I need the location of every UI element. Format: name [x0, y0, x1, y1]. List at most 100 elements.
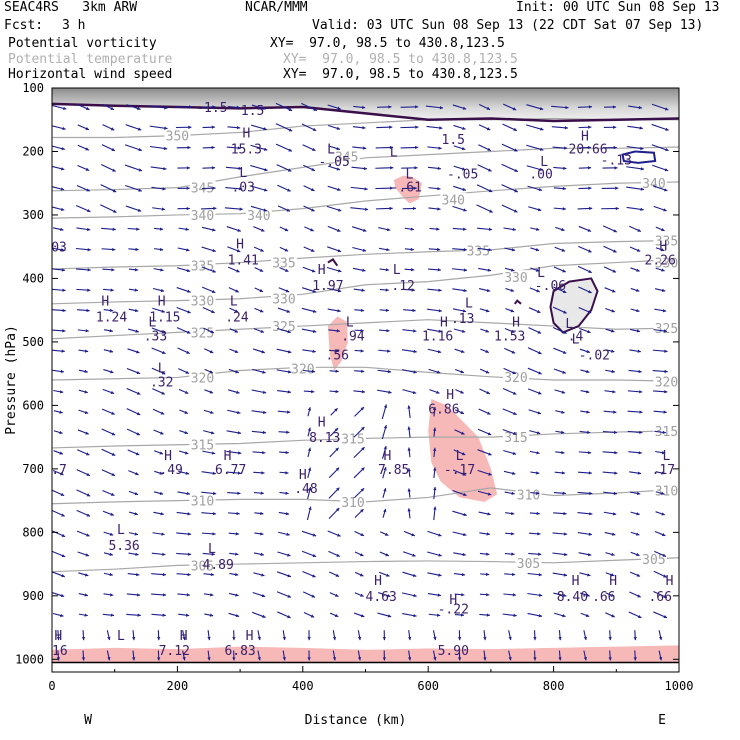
wind-vector-head: [613, 249, 617, 253]
wind-vector-head: [385, 288, 389, 292]
wind-vector-head: [60, 167, 65, 171]
wind-vector-head: [558, 657, 562, 661]
wind-vector-head: [562, 614, 566, 618]
pv-extremum-H: H: [242, 126, 250, 141]
wind-vector-head: [210, 593, 214, 597]
wind-vector-head: [361, 426, 365, 431]
wind-vector-head: [61, 554, 66, 558]
wind-vector-head: [138, 147, 142, 152]
y-tick-label: 600: [22, 398, 44, 412]
wind-vector-head: [665, 147, 669, 152]
wind-vector-head: [487, 147, 491, 151]
x-tick-label: 800: [543, 679, 565, 693]
wind-vector-head: [212, 471, 216, 475]
pv-value-label: .94: [341, 330, 365, 345]
wind-vector-head: [487, 512, 491, 516]
pv-extremum-L: L: [148, 316, 156, 331]
wind-vector-head: [161, 309, 165, 313]
wind-vector-head: [212, 248, 216, 253]
wind-vector-head: [364, 207, 369, 211]
wind-vector-head: [162, 187, 166, 191]
wind-vector-head: [235, 532, 239, 536]
wind-vector-head: [111, 472, 115, 476]
wind-vector-head: [382, 657, 387, 661]
wind-vector-head: [60, 207, 65, 212]
theta-label-330: 330: [655, 257, 678, 272]
wind-vector-head: [413, 329, 417, 333]
wind-vector-head: [514, 148, 518, 152]
wind-vector-head: [210, 330, 214, 334]
wind-vector-head: [110, 370, 114, 374]
pv-value-label: 8.40: [557, 590, 588, 605]
wind-vector-head: [239, 207, 243, 211]
wind-vector-head: [207, 657, 211, 661]
wind-vector-head: [236, 249, 241, 253]
theta-label-320: 320: [504, 371, 527, 386]
wind-vector-head: [210, 572, 215, 577]
wind-vector-head: [415, 105, 419, 109]
wind-vector-head: [639, 390, 643, 394]
wind-vector-head: [486, 592, 490, 597]
wind-vector-head: [587, 310, 592, 314]
wind-vector-head: [62, 126, 66, 131]
wind-vector-head: [462, 106, 467, 110]
wind-vector-head: [462, 187, 466, 191]
pv-value-label: 7.7: [43, 463, 66, 478]
wind-vector-head: [613, 430, 618, 435]
wind-vector-head: [260, 248, 264, 252]
wind-vector-head: [533, 637, 537, 641]
wind-vector-head: [538, 552, 542, 556]
wind-vector-head: [510, 532, 515, 536]
wind-vector-head: [136, 227, 140, 231]
wind-vector-head: [636, 573, 641, 577]
wind-vector-head: [160, 288, 165, 293]
wind-vector-head: [86, 188, 90, 192]
wind-vector-head: [160, 268, 164, 272]
pv-value-label: .13: [451, 312, 474, 327]
wind-vector-head: [312, 289, 316, 293]
wind-vector-head: [508, 657, 512, 661]
wind-vector-head: [488, 452, 492, 456]
theta-label-340: 340: [191, 209, 214, 224]
wind-vector-head: [335, 467, 340, 471]
wind-vector-head: [335, 593, 339, 597]
wind-vector-head: [461, 329, 466, 333]
wind-vector-head: [586, 349, 590, 354]
wind-vector-head: [263, 147, 268, 151]
wind-vector-head: [260, 511, 264, 516]
wind-vector-head: [62, 308, 66, 313]
wind-vector-head: [186, 330, 191, 334]
wind-vector-head: [212, 105, 216, 109]
pv-extremum-H: H: [318, 263, 326, 278]
wind-vector-head: [664, 168, 669, 172]
wind-vector-head: [111, 432, 116, 436]
wind-vector-head: [588, 471, 592, 475]
wind-vector-head: [112, 247, 116, 252]
pv-value-label: 6.83: [224, 644, 255, 659]
wind-vector-head: [565, 105, 569, 110]
pv-extremum-L: L: [230, 295, 238, 310]
wind-vector-head: [111, 268, 115, 272]
wind-vector-head: [311, 147, 316, 151]
wind-vector-head: [236, 269, 240, 273]
wind-vector-head: [563, 146, 568, 150]
wind-vector-head: [614, 166, 618, 170]
wind-vector-head: [111, 147, 115, 151]
wind-vector-head: [186, 186, 190, 190]
wind-vector-head: [184, 430, 188, 435]
theta-label-bg: [653, 255, 679, 269]
wind-vector-head: [436, 227, 440, 231]
wind-vector-head: [234, 309, 239, 313]
wind-vector-head: [457, 637, 462, 641]
wind-vector-head: [437, 593, 441, 597]
wind-vector-head: [336, 167, 341, 171]
wind-vector-head: [360, 509, 364, 513]
pv-extremum-H: H: [440, 316, 448, 331]
pv-extremum-L: L: [327, 142, 335, 157]
theta-label-310: 310: [655, 484, 678, 499]
pv-contour-2: [513, 299, 522, 305]
wind-vector-head: [308, 486, 312, 491]
wind-vector-head: [310, 248, 315, 252]
wind-vector-head: [136, 572, 140, 577]
